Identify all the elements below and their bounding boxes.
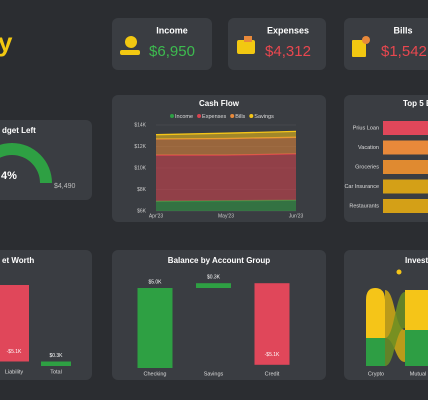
gauge-arc	[0, 143, 52, 183]
x-tick-label: Crypto	[368, 371, 384, 377]
plot-area	[156, 130, 296, 211]
bar	[383, 179, 428, 194]
area-fill	[156, 131, 296, 139]
x-tick-label: Liability	[5, 369, 24, 375]
bar	[41, 361, 71, 366]
kpi-label: Income	[156, 25, 188, 35]
kpi-card	[112, 18, 212, 70]
kpi-value: $1,542	[381, 43, 427, 60]
bar	[383, 199, 428, 213]
x-tick-label: Savings	[204, 371, 224, 377]
y-tick-label: Vacation	[358, 145, 379, 151]
kpi-label: Bills	[393, 25, 412, 35]
kpi-value: $4,312	[265, 43, 311, 60]
bar	[137, 288, 173, 368]
y-tick-label: $10K	[134, 165, 146, 171]
value-label: $0.3K	[207, 275, 221, 281]
legend-marker	[230, 114, 235, 118]
dashboard-title: y	[0, 27, 13, 57]
y-tick-label: $6K	[137, 208, 147, 214]
value-label: $0.3K	[49, 353, 63, 359]
bar	[383, 160, 428, 174]
chart-title: Invest	[405, 256, 428, 265]
chart-title: Balance by Account Group	[168, 256, 271, 265]
y-tick-label: $12K	[134, 144, 146, 150]
chart-title: et Worth	[2, 256, 34, 265]
panel	[0, 120, 92, 200]
x-tick-label: Mutual	[410, 371, 427, 377]
icon	[120, 36, 370, 57]
value-label: $5.0K	[148, 279, 162, 285]
x-tick-label: Jun'23	[289, 213, 304, 219]
bar	[254, 283, 290, 365]
y-tick-label: Prius Loan	[353, 125, 379, 131]
value-label: -$5.1K	[265, 352, 280, 358]
kpi-label: Expenses	[267, 25, 309, 35]
area-fill	[156, 137, 296, 156]
legend-marker	[170, 114, 174, 118]
y-tick-label: $14K	[134, 122, 146, 128]
x-tick-label: Checking	[144, 371, 167, 377]
y-tick-label: $8K	[137, 187, 147, 193]
legend-marker	[249, 114, 254, 118]
gauge-value: 4%	[1, 170, 17, 182]
x-tick-label: May'23	[218, 213, 234, 219]
y-tick-label: Groceries	[355, 164, 379, 170]
legend-label: Savings	[254, 114, 274, 120]
kpi-value: $6,950	[149, 43, 195, 60]
ribbon	[366, 269, 428, 366]
legend-label: Expenses	[202, 114, 226, 120]
area-fill	[156, 153, 296, 202]
y-tick-label: Restaurants	[349, 203, 379, 209]
chart-title: Cash Flow	[199, 99, 240, 108]
bar	[383, 121, 428, 135]
chart-title: Top 5 E	[403, 99, 428, 108]
gauge-max: $4,490	[54, 183, 76, 190]
legend-marker	[197, 114, 202, 118]
legend-label: Bills	[235, 114, 245, 120]
x-tick-label: Apr'23	[149, 213, 164, 219]
bar	[196, 283, 231, 288]
x-tick-label: Total	[50, 369, 62, 375]
legend-label: Income	[175, 114, 193, 120]
y-tick-label: Car Insurance	[344, 184, 379, 190]
bar	[383, 140, 428, 155]
kpi-card	[228, 18, 326, 70]
panel-title: dget Left	[2, 126, 36, 135]
value-label: -$5.1K	[7, 349, 22, 355]
area-line	[156, 130, 296, 136]
plot-area	[0, 285, 71, 366]
bar	[0, 285, 29, 362]
x-tick-label: Credit	[265, 371, 280, 377]
area-fill	[156, 200, 296, 211]
plot-area	[137, 283, 290, 368]
